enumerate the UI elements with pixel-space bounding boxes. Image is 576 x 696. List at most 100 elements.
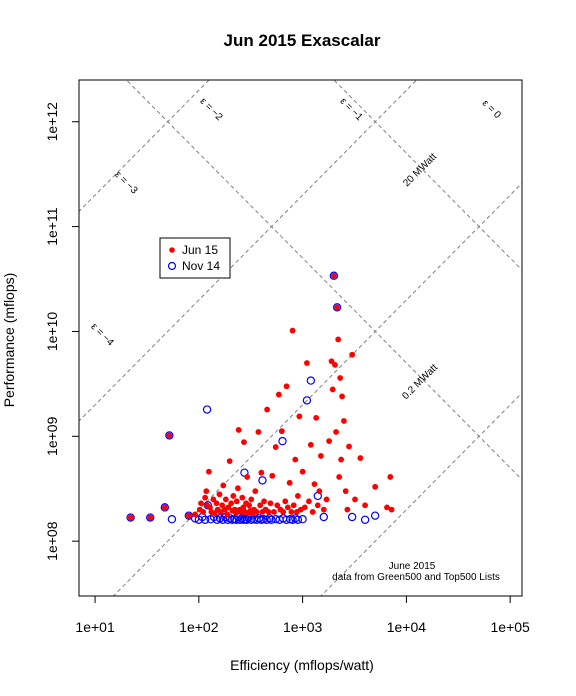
data-point-jun15 bbox=[265, 509, 272, 515]
data-point-jun15 bbox=[235, 427, 242, 433]
data-point-jun15 bbox=[335, 336, 342, 343]
data-point-jun15 bbox=[246, 502, 253, 509]
data-point-jun15 bbox=[226, 458, 233, 465]
data-point-jun15 bbox=[207, 504, 213, 511]
data-point-jun15 bbox=[326, 438, 333, 445]
data-point-jun15 bbox=[192, 511, 198, 518]
x-tick-label: 1e+04 bbox=[387, 619, 427, 635]
legend-marker-jun15 bbox=[169, 247, 175, 253]
data-point-jun15 bbox=[244, 474, 251, 480]
data-point-jun15 bbox=[257, 502, 264, 509]
data-point-jun15 bbox=[284, 504, 291, 511]
data-point-jun15 bbox=[222, 496, 229, 503]
data-point-nov14 bbox=[347, 512, 357, 522]
x-tick-label: 1e+05 bbox=[491, 619, 531, 635]
data-point-jun15 bbox=[202, 494, 209, 501]
data-point-jun15 bbox=[317, 453, 324, 459]
y-tick-label: 1e+10 bbox=[44, 312, 60, 352]
diagonal-labels: ε = −4 ε = −3 ε = −2 ε = −1 ε = 0 0.2 MWatt 20… bbox=[89, 96, 503, 402]
diagonal-label: 20 MWatt bbox=[401, 151, 439, 189]
x-tick-label: 1e+03 bbox=[283, 619, 323, 635]
diagonal-label: ε = −2 bbox=[197, 96, 224, 123]
diagonal-label: ε = 0 bbox=[480, 98, 503, 121]
data-point-jun15 bbox=[161, 504, 168, 511]
data-point-nov14 bbox=[259, 515, 268, 524]
data-point-jun15 bbox=[274, 502, 281, 509]
data-point-jun15 bbox=[275, 391, 282, 398]
data-point-jun15 bbox=[387, 474, 394, 480]
legend: Jun 15 Nov 14 bbox=[159, 237, 231, 279]
data-point-jun15 bbox=[278, 428, 285, 435]
data-point-jun15 bbox=[185, 512, 192, 519]
legend-marker-nov14 bbox=[167, 261, 177, 271]
data-point-jun15 bbox=[342, 488, 349, 495]
data-point-jun15 bbox=[306, 498, 312, 505]
y-axis: 1e+08 1e+09 1e+10 1e+11 1e+12 bbox=[44, 102, 80, 561]
data-point-nov14 bbox=[202, 405, 212, 414]
legend-label-jun15: Jun 15 bbox=[182, 243, 218, 257]
data-point-jun15 bbox=[336, 474, 343, 480]
data-point-jun15 bbox=[127, 514, 134, 521]
x-tick-label: 1e+01 bbox=[75, 619, 115, 635]
data-point-jun15 bbox=[349, 351, 356, 358]
data-point-jun15 bbox=[294, 493, 301, 499]
data-point-jun15 bbox=[299, 468, 306, 475]
data-point-nov14 bbox=[293, 515, 303, 524]
data-point-jun15 bbox=[330, 272, 337, 279]
y-tick-label: 1e+11 bbox=[44, 207, 60, 245]
data-point-jun15 bbox=[271, 509, 277, 515]
data-point-jun15 bbox=[346, 443, 352, 450]
data-point-jun15 bbox=[332, 361, 338, 368]
data-point-jun15 bbox=[352, 496, 358, 503]
data-point-jun15 bbox=[304, 360, 310, 366]
data-point-jun15 bbox=[216, 491, 223, 498]
data-point-jun15 bbox=[147, 514, 154, 521]
data-point-jun15 bbox=[333, 429, 339, 435]
data-point-jun15 bbox=[362, 502, 369, 509]
data-point-jun15 bbox=[280, 509, 287, 515]
data-point-nov14 bbox=[370, 511, 380, 520]
data-point-jun15 bbox=[248, 496, 255, 503]
data-point-jun15 bbox=[307, 441, 314, 448]
diagonal-label: ε = −1 bbox=[338, 96, 365, 123]
legend-box bbox=[159, 237, 231, 279]
data-point-nov14 bbox=[319, 512, 329, 522]
data-point-jun15 bbox=[289, 327, 296, 334]
diagonal-label: ε = −3 bbox=[112, 169, 139, 196]
data-point-jun15 bbox=[372, 483, 379, 490]
data-point-jun15 bbox=[203, 488, 210, 495]
data-point-jun15 bbox=[255, 429, 262, 435]
data-point-jun15 bbox=[288, 509, 295, 515]
data-point-jun15 bbox=[217, 509, 224, 515]
y-axis-label: Performance (mflops) bbox=[1, 273, 17, 408]
data-point-jun15 bbox=[283, 383, 290, 390]
data-point-nov14 bbox=[298, 515, 307, 524]
y-tick-label: 1e+08 bbox=[44, 521, 60, 561]
data-point-jun15 bbox=[338, 456, 345, 463]
data-point-jun15 bbox=[267, 500, 274, 507]
data-point-nov14 bbox=[160, 503, 170, 512]
data-point-jun15 bbox=[219, 502, 226, 509]
data-point-jun15 bbox=[269, 472, 276, 479]
data-point-jun15 bbox=[323, 496, 330, 503]
data-point-jun15 bbox=[253, 509, 260, 515]
data-point-jun15 bbox=[220, 482, 227, 489]
data-point-jun15 bbox=[313, 414, 320, 421]
data-point-jun15 bbox=[296, 413, 303, 420]
data-point-jun15 bbox=[258, 469, 265, 476]
data-point-nov14 bbox=[278, 436, 287, 446]
data-point-nov14 bbox=[332, 303, 342, 312]
data-point-jun15 bbox=[252, 488, 259, 495]
points-layer bbox=[126, 271, 395, 524]
data-point-nov14 bbox=[200, 515, 210, 524]
data-point-jun15 bbox=[334, 304, 341, 311]
data-point-jun15 bbox=[240, 504, 247, 511]
data-point-jun15 bbox=[228, 500, 235, 507]
data-point-nov14 bbox=[306, 376, 316, 385]
data-point-nov14 bbox=[258, 476, 267, 485]
legend-label-nov14: Nov 14 bbox=[182, 259, 220, 273]
data-point-nov14 bbox=[146, 513, 155, 522]
data-point-jun15 bbox=[233, 498, 240, 505]
